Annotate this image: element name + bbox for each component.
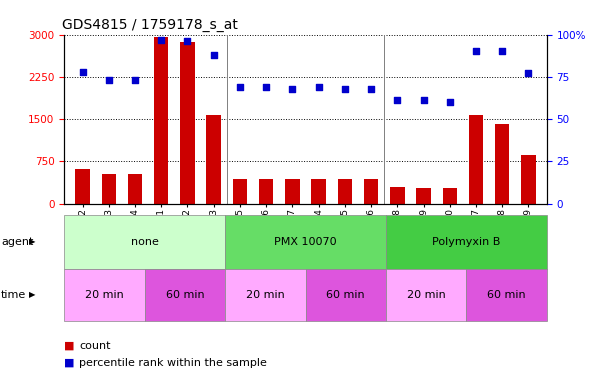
Bar — [180, 42, 195, 204]
Text: 60 min: 60 min — [488, 290, 526, 300]
Point — [262, 84, 271, 90]
Point — [340, 86, 349, 92]
Bar — [416, 188, 431, 204]
Text: 60 min: 60 min — [326, 290, 365, 300]
Bar — [521, 154, 536, 204]
Text: 60 min: 60 min — [166, 290, 204, 300]
Text: ■: ■ — [64, 341, 75, 351]
Text: GDS4815 / 1759178_s_at: GDS4815 / 1759178_s_at — [62, 18, 238, 32]
Text: 20 min: 20 min — [407, 290, 445, 300]
Bar — [233, 179, 247, 204]
Text: Polymyxin B: Polymyxin B — [432, 237, 500, 247]
Point — [392, 98, 402, 104]
Point — [471, 48, 481, 55]
Point — [445, 99, 455, 105]
Point — [524, 70, 533, 76]
Point — [183, 38, 192, 45]
Bar — [207, 115, 221, 204]
Bar — [338, 179, 352, 204]
Bar — [128, 174, 142, 204]
Bar — [101, 174, 116, 204]
Text: PMX 10070: PMX 10070 — [274, 237, 337, 247]
Bar — [259, 179, 273, 204]
Bar — [312, 179, 326, 204]
Point — [235, 84, 245, 90]
Bar — [364, 179, 378, 204]
Bar — [469, 114, 483, 204]
Point — [366, 86, 376, 92]
Point — [497, 48, 507, 55]
Bar — [390, 187, 404, 204]
Text: ■: ■ — [64, 358, 75, 368]
Point — [104, 77, 114, 83]
Bar — [442, 188, 457, 204]
Text: ▶: ▶ — [29, 237, 36, 247]
Point — [156, 36, 166, 43]
Point — [209, 52, 219, 58]
Bar — [285, 179, 299, 204]
Bar — [495, 124, 510, 204]
Text: agent: agent — [1, 237, 34, 247]
Point — [130, 77, 140, 83]
Text: time: time — [1, 290, 26, 300]
Text: 20 min: 20 min — [85, 290, 124, 300]
Point — [78, 69, 87, 75]
Text: ▶: ▶ — [29, 290, 36, 299]
Bar — [75, 169, 90, 204]
Bar — [154, 37, 169, 204]
Text: 20 min: 20 min — [246, 290, 285, 300]
Text: count: count — [79, 341, 111, 351]
Point — [313, 84, 323, 90]
Point — [288, 86, 298, 92]
Point — [419, 98, 428, 104]
Text: percentile rank within the sample: percentile rank within the sample — [79, 358, 267, 368]
Text: none: none — [131, 237, 158, 247]
